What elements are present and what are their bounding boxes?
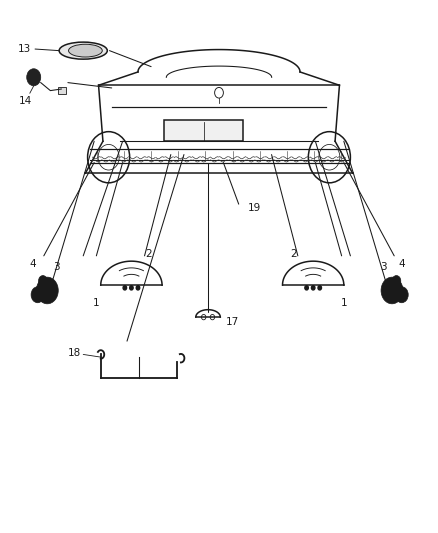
Ellipse shape — [68, 44, 102, 57]
Text: 3: 3 — [380, 262, 387, 272]
Circle shape — [381, 277, 403, 304]
Text: 1: 1 — [93, 298, 100, 309]
Circle shape — [27, 69, 41, 86]
Circle shape — [130, 286, 133, 290]
Text: 1: 1 — [340, 298, 347, 309]
Circle shape — [136, 286, 140, 290]
Circle shape — [39, 276, 47, 286]
Text: 14: 14 — [19, 96, 32, 106]
Text: 17: 17 — [226, 317, 239, 327]
Circle shape — [36, 277, 58, 304]
Circle shape — [123, 286, 127, 290]
Ellipse shape — [59, 42, 107, 59]
Text: 13: 13 — [18, 44, 31, 54]
Text: 4: 4 — [29, 259, 36, 269]
Text: 19: 19 — [247, 203, 261, 213]
Circle shape — [305, 286, 308, 290]
Text: 18: 18 — [68, 348, 81, 358]
Bar — [164, 120, 243, 141]
Circle shape — [311, 286, 315, 290]
Text: 3: 3 — [53, 262, 60, 272]
Circle shape — [318, 286, 321, 290]
Circle shape — [392, 276, 401, 286]
Text: 2: 2 — [290, 248, 297, 259]
Text: 4: 4 — [398, 259, 405, 269]
Circle shape — [395, 287, 408, 303]
Text: 2: 2 — [145, 248, 152, 259]
Bar — [58, 87, 66, 94]
Circle shape — [31, 287, 44, 303]
